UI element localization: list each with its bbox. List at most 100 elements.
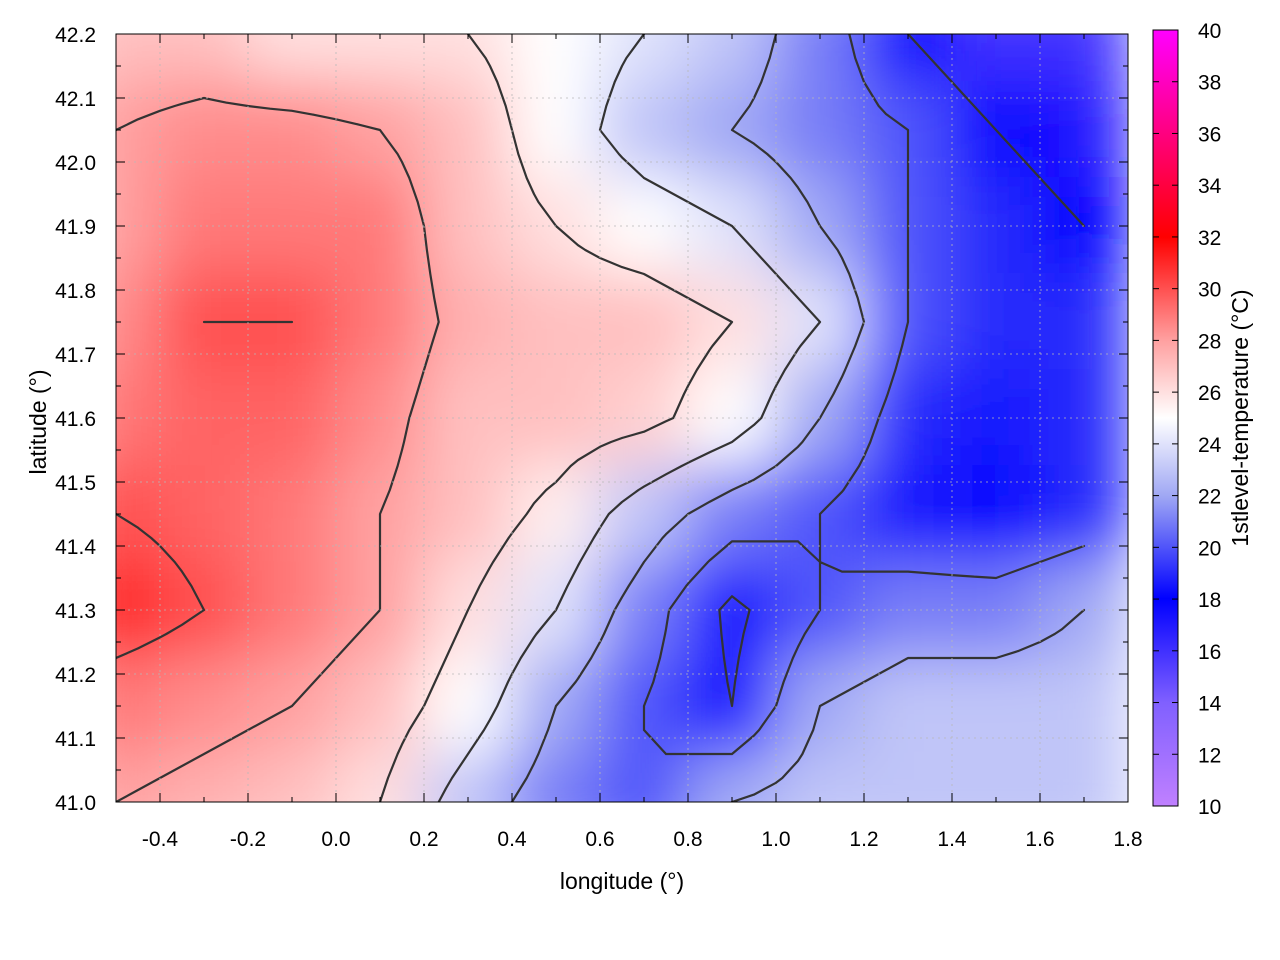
colorbar-tick-label: 36 bbox=[1198, 123, 1221, 146]
heatmap-cell bbox=[511, 273, 601, 371]
y-tick-label: 41.2 bbox=[55, 664, 96, 687]
heatmap-cell bbox=[951, 369, 1041, 467]
heatmap-cell bbox=[599, 465, 689, 563]
heatmap-cell bbox=[335, 753, 425, 802]
y-tick-label: 41.3 bbox=[55, 600, 96, 623]
heatmap-cell bbox=[863, 753, 953, 802]
heatmap-cell bbox=[599, 81, 689, 179]
heatmap-cell bbox=[423, 369, 513, 467]
x-axis: -0.4 -0.2 0.0 0.2 0.4 0.6 0.8 1.0 1.2 1.4 1.6 1.8 bbox=[142, 34, 1143, 851]
x-tick-label: 1.6 bbox=[1025, 828, 1054, 851]
heatmap-cell bbox=[775, 34, 865, 83]
heatmap-cell bbox=[863, 465, 953, 563]
heatmap-cell bbox=[423, 81, 513, 179]
colorbar-tick-label: 20 bbox=[1198, 537, 1221, 560]
colorbar-tick-label: 34 bbox=[1198, 175, 1222, 198]
y-tick-label: 41.1 bbox=[55, 728, 96, 751]
heatmap-cell bbox=[159, 657, 249, 755]
y-axis: 41.0 41.1 41.2 41.3 41.4 41.5 41.6 41.7 41.8 41.9… bbox=[55, 24, 1128, 815]
heatmap-cell bbox=[116, 34, 161, 83]
x-tick-label: 0.2 bbox=[409, 828, 438, 851]
heatmap-cell bbox=[687, 34, 777, 83]
colorbar-tick-label: 28 bbox=[1198, 330, 1221, 353]
colorbar-tick-label: 10 bbox=[1198, 796, 1221, 819]
x-tick-label: 1.4 bbox=[937, 828, 967, 851]
x-tick-label: 0.0 bbox=[321, 828, 350, 851]
y-tick-label: 42.0 bbox=[55, 152, 96, 175]
x-tick-label: 0.6 bbox=[585, 828, 614, 851]
heatmap-cell bbox=[335, 273, 425, 371]
x-tick-label: -0.2 bbox=[230, 828, 266, 851]
heatmap-cell bbox=[599, 753, 689, 802]
colorbar-tick-label: 38 bbox=[1198, 72, 1221, 95]
x-tick-label: 0.4 bbox=[497, 828, 527, 851]
x-tick-label: -0.4 bbox=[142, 828, 179, 851]
heatmap-cell bbox=[423, 753, 513, 802]
heatmap-cell bbox=[951, 657, 1041, 755]
colorbar-tick-label: 14 bbox=[1198, 693, 1222, 716]
heatmap-cell bbox=[116, 81, 161, 179]
heatmap-cell bbox=[1039, 81, 1128, 179]
heatmap-cell bbox=[687, 369, 777, 467]
heatmap-cell bbox=[951, 177, 1041, 275]
contour-lines bbox=[116, 34, 1086, 802]
heatmap-cell bbox=[951, 273, 1041, 371]
heatmap-cell bbox=[159, 34, 249, 83]
contour-line bbox=[116, 320, 294, 660]
x-tick-label: 1.0 bbox=[761, 828, 790, 851]
heatmap-cell bbox=[423, 177, 513, 275]
heatmap-cell bbox=[687, 753, 777, 802]
heatmap-cell bbox=[863, 657, 953, 755]
heatmap-cell bbox=[159, 753, 249, 802]
x-tick-label: 1.8 bbox=[1113, 828, 1142, 851]
x-tick-label: 0.8 bbox=[673, 828, 702, 851]
heatmap-cell bbox=[116, 657, 161, 755]
colorbar-tick-label: 24 bbox=[1198, 434, 1222, 457]
y-tick-label: 41.0 bbox=[55, 792, 96, 815]
heatmap-cell bbox=[159, 81, 249, 179]
colorbar-tick-label: 16 bbox=[1198, 641, 1221, 664]
heatmap-cell bbox=[511, 34, 601, 83]
y-tick-label: 42.1 bbox=[55, 88, 96, 111]
heatmap-cell bbox=[335, 34, 425, 83]
contour-line bbox=[437, 34, 822, 802]
y-tick-label: 41.7 bbox=[55, 344, 96, 367]
y-tick-label: 42.2 bbox=[55, 24, 96, 47]
heatmap-cell bbox=[247, 81, 337, 179]
heatmap-cell bbox=[116, 273, 161, 371]
colorbar-tick-label: 40 bbox=[1198, 20, 1221, 43]
heatmap-cell bbox=[1039, 657, 1128, 755]
heatmap-cell bbox=[247, 465, 337, 563]
y-tick-label: 41.8 bbox=[55, 280, 96, 303]
x-tick-label: 1.2 bbox=[849, 828, 878, 851]
y-tick-label: 41.9 bbox=[55, 216, 96, 239]
heatmap-cell bbox=[159, 465, 249, 563]
heatmap-cell bbox=[1039, 753, 1128, 802]
heatmap-cell bbox=[687, 561, 777, 659]
colorbar-ticks: 10 12 14 16 18 20 22 24 26 28 30 32 34 36 38 40 bbox=[1153, 20, 1222, 819]
y-axis-label: latitude (°) bbox=[25, 369, 51, 474]
heatmap-cell bbox=[159, 369, 249, 467]
heatmap-cell bbox=[335, 657, 425, 755]
colorbar-tick-label: 32 bbox=[1198, 227, 1221, 250]
colorbar-tick-label: 22 bbox=[1198, 486, 1221, 509]
heatmap-cell bbox=[863, 34, 953, 83]
heatmap-cell bbox=[423, 465, 513, 563]
heatmap-cell bbox=[1039, 34, 1128, 83]
heatmap-cell bbox=[775, 753, 865, 802]
heatmap-cell bbox=[511, 81, 601, 179]
heatmap-cell bbox=[159, 177, 249, 275]
heatmap-cell bbox=[423, 657, 513, 755]
heatmap-cell bbox=[1039, 465, 1128, 563]
heatmap-cell bbox=[599, 273, 689, 371]
contour-line bbox=[642, 34, 1086, 756]
colorbar-tick-label: 12 bbox=[1198, 744, 1221, 767]
heatmap-cell bbox=[247, 753, 337, 802]
heatmap-cell bbox=[116, 465, 161, 563]
y-tick-label: 41.5 bbox=[55, 472, 96, 495]
y-tick-label: 41.4 bbox=[55, 536, 96, 559]
colorbar-tick-label: 30 bbox=[1198, 279, 1221, 302]
heatmap-cell bbox=[423, 273, 513, 371]
heatmap-cell bbox=[247, 34, 337, 83]
